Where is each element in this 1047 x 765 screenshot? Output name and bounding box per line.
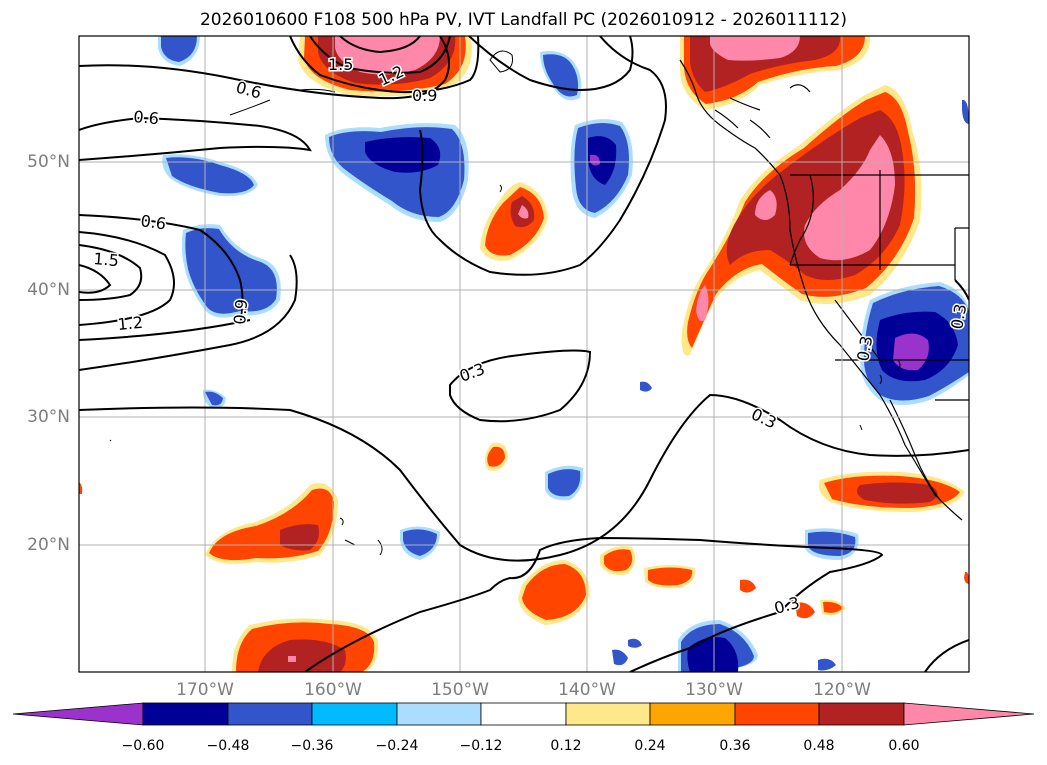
islands	[109, 50, 901, 556]
colorbar-tick-label: −0.24	[375, 738, 419, 754]
positive-anomaly-patches	[79, 36, 969, 672]
graticule	[79, 36, 969, 672]
longitude-label: 120°W	[813, 680, 871, 700]
colorbar-tick-label: 0.12	[550, 738, 582, 754]
contour-label: 0.6	[139, 211, 167, 233]
colorbar-segment	[227, 702, 313, 726]
colorbar-tick-label: −0.12	[459, 738, 503, 754]
contour-label: 0.9	[412, 86, 437, 105]
contour-label: 0.6	[133, 107, 160, 128]
longitude-label: 170°W	[176, 680, 234, 700]
colorbar-segment	[142, 702, 229, 726]
colorbar-segment	[480, 702, 567, 726]
contour-label: 0.3	[947, 302, 970, 330]
map-frame	[78, 35, 970, 673]
contour-label: 1.2	[117, 313, 144, 334]
longitude-label: 150°W	[431, 680, 489, 700]
contour-label: 1.5	[93, 249, 120, 270]
latitude-label: 20°N	[27, 535, 70, 555]
latitude-label: 50°N	[27, 152, 70, 172]
map-area: 1.5 1.2 0.6 0.9 0.6 0.6 1.5 1.2 0.9 0.3 …	[79, 36, 970, 672]
colorbar-tick-label: 0.48	[803, 738, 835, 754]
colorbar-tick-label: 0.24	[634, 738, 666, 754]
colorbar-tick-label: −0.36	[290, 738, 334, 754]
contour-label: 1.5	[328, 55, 353, 74]
colorbar-tick-label: −0.48	[206, 738, 250, 754]
negative-anomaly-patches	[158, 36, 969, 672]
longitude-label: 130°W	[685, 680, 743, 700]
longitude-label: 140°W	[558, 680, 616, 700]
colorbar-extend-low	[12, 702, 144, 726]
colorbar-extend-high	[903, 702, 1035, 726]
colorbar-segment	[311, 702, 398, 726]
map-title: 2026010600 F108 500 hPa PV, IVT Landfall…	[199, 10, 847, 30]
colorbar-segment	[734, 702, 820, 726]
pv-contours	[79, 36, 969, 672]
colorbar-segment	[396, 702, 482, 726]
latitude-label: 40°N	[27, 280, 70, 300]
colorbar-segment	[649, 702, 736, 726]
latitude-label: 30°N	[27, 407, 70, 427]
colorbar-tick-label: 0.60	[888, 738, 920, 754]
colorbar-tick-label: 0.36	[719, 738, 751, 754]
colorbar-segment	[818, 702, 905, 726]
colorbar	[12, 702, 1035, 726]
contour-label: 0.9	[230, 298, 251, 325]
longitude-label: 160°W	[304, 680, 362, 700]
colorbar-segment	[565, 702, 651, 726]
colorbar-tick-label: −0.60	[121, 738, 165, 754]
